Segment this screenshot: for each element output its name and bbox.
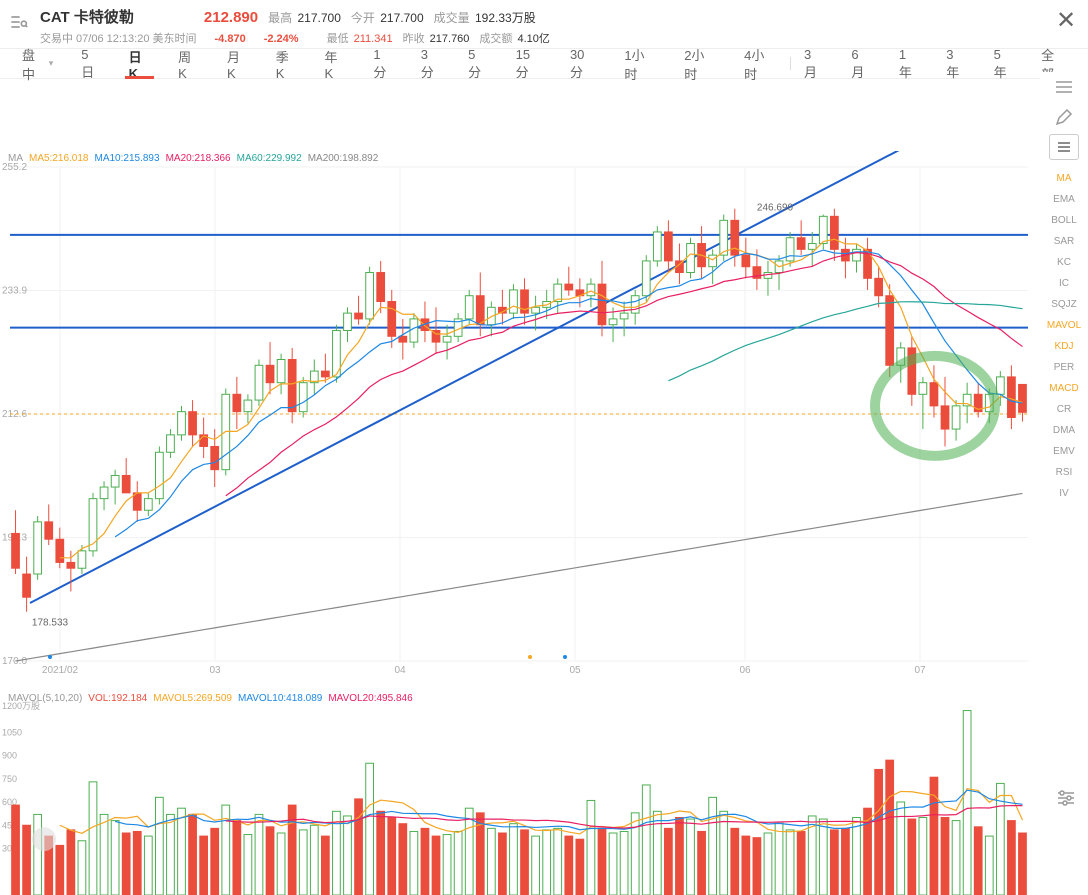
tab-日K[interactable]: 日K [115,49,164,78]
amt-value: 4.10亿 [517,33,549,45]
tab-2小时[interactable]: 2小时 [670,49,730,78]
indicator-kc[interactable]: KC [1040,252,1088,273]
indicator-ma[interactable]: MA [1040,168,1088,189]
svg-text:750: 750 [2,774,17,784]
trading-status: 交易中 07/06 12:13:20 美东时间 [40,30,197,46]
tab-季K[interactable]: 季K [262,49,311,78]
high-value: 217.700 [297,11,340,25]
indicator-iv[interactable]: IV [1040,483,1088,504]
indicator-sar[interactable]: SAR [1040,231,1088,252]
svg-text:04: 04 [394,665,406,676]
indicator-rsi[interactable]: RSI [1040,462,1088,483]
high-label: 最高 [268,11,292,25]
indicator-cr[interactable]: CR [1040,399,1088,420]
list-box-icon[interactable] [1049,134,1079,160]
prev-label: 昨收 [403,33,425,45]
indicator-per[interactable]: PER [1040,357,1088,378]
timeframe-tabs: 盘中▾5日日K周K月K季K年K1分3分5分15分30分1小时2小时4小时3月6月… [0,49,1088,79]
indicator-list: MAEMABOLLSARKCICSQJZMAVOLKDJPERMACDCRDMA… [1040,168,1088,504]
settings-icon[interactable] [1050,786,1082,810]
svg-text:2021/02: 2021/02 [42,665,79,676]
tab-3分[interactable]: 3分 [407,49,454,78]
search-icon[interactable] [8,12,32,36]
indicator-dma[interactable]: DMA [1040,420,1088,441]
indicator-emv[interactable]: EMV [1040,441,1088,462]
ma-legend: MAMA5:216.018MA10:215.893MA20:218.366MA6… [8,153,378,164]
tab-5年[interactable]: 5年 [980,49,1027,78]
tab-1年[interactable]: 1年 [885,49,932,78]
low-value: 211.341 [354,33,393,45]
tab-盘中[interactable]: 盘中▾ [8,49,67,78]
indicator-kdj[interactable]: KDJ [1040,336,1088,357]
tab-6月[interactable]: 6月 [837,49,884,78]
vol-legend-item: MAVOL5:269.509 [153,693,232,704]
tab-5分[interactable]: 5分 [454,49,501,78]
open-value: 217.700 [380,11,423,25]
header-info: CAT 卡特彼勒 212.890 最高 217.700 今开 217.700 成… [40,6,1052,46]
svg-text:05: 05 [569,665,581,676]
tab-周K[interactable]: 周K [164,49,213,78]
indicator-macd[interactable]: MACD [1040,378,1088,399]
svg-text:07: 07 [914,665,926,676]
volume-chart[interactable]: 30045060075090010501200万股 [0,695,1040,895]
lines-icon[interactable] [1040,72,1088,102]
svg-text:233.9: 233.9 [2,286,27,297]
right-toolbar: MAEMABOLLSARKCICSQJZMAVOLKDJPERMACDCRDMA… [1040,72,1088,504]
vol-legend-item: MAVOL10:418.089 [238,693,322,704]
indicator-mavol[interactable]: MAVOL [1040,315,1088,336]
tab-3年[interactable]: 3年 [932,49,979,78]
ma-legend-item: MA10:215.893 [95,153,160,164]
amt-label: 成交额 [479,33,512,45]
tab-年K[interactable]: 年K [311,49,360,78]
volume-legend: MAVOL(5,10,20) VOL:192.184 MAVOL5:269.509 M… [8,693,413,704]
vol-legend-item: MAVOL20:495.846 [328,693,412,704]
tab-1分[interactable]: 1分 [359,49,406,78]
vol-label: 成交量 [434,11,470,25]
price-change-pct: -2.24% [264,33,299,45]
vol-legend-item: MAVOL(5,10,20) [8,693,82,704]
indicator-ic[interactable]: IC [1040,273,1088,294]
prev-value: 217.760 [430,33,470,45]
tab-月K[interactable]: 月K [213,49,262,78]
tab-3月[interactable]: 3月 [790,49,837,78]
open-label: 今开 [351,11,375,25]
svg-text:246.690: 246.690 [757,202,794,213]
tab-1小时[interactable]: 1小时 [610,49,670,78]
vol-legend-item: VOL:192.184 [88,693,147,704]
low-label: 最低 [327,33,349,45]
price-chart[interactable]: 170.0191.3212.6233.9255.22021/0203040506… [0,151,1040,681]
svg-text:06: 06 [739,665,751,676]
header-bar: CAT 卡特彼勒 212.890 最高 217.700 今开 217.700 成… [0,0,1088,49]
pencil-icon[interactable] [1040,102,1088,132]
svg-text:170.0: 170.0 [2,656,27,667]
indicator-sqjz[interactable]: SQJZ [1040,294,1088,315]
svg-text:1050: 1050 [2,727,22,737]
tab-15分[interactable]: 15分 [502,49,556,78]
indicator-ema[interactable]: EMA [1040,189,1088,210]
last-price: 212.890 [204,9,258,26]
tab-4小时[interactable]: 4小时 [730,49,790,78]
tab-30分[interactable]: 30分 [556,49,610,78]
svg-text:178.533: 178.533 [32,618,69,629]
tab-5日[interactable]: 5日 [67,49,114,78]
ma-legend-item: MA20:218.366 [166,153,231,164]
indicator-boll[interactable]: BOLL [1040,210,1088,231]
ma-legend-item: MA60:229.992 [237,153,302,164]
price-change: -4.870 [215,33,246,45]
ma-legend-item: MA200:198.892 [308,153,379,164]
ticker-name[interactable]: CAT 卡特彼勒 [40,6,134,27]
svg-text:03: 03 [209,665,221,676]
close-icon[interactable]: ✕ [1052,6,1080,34]
vol-value: 192.33万股 [475,11,536,25]
svg-text:900: 900 [2,751,17,761]
ma-legend-item: MA5:216.018 [29,153,89,164]
